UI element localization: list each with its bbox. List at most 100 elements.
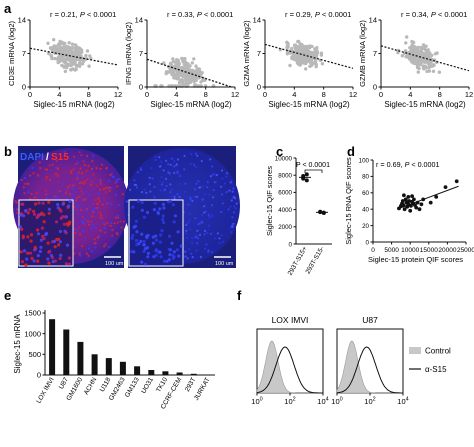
data-point: [84, 53, 88, 58]
category-label: TK10: [155, 376, 169, 393]
data-point: [318, 209, 323, 214]
y-tick-label: 1000: [24, 329, 41, 338]
cell-dot: [167, 258, 171, 262]
cell-dot: [78, 186, 82, 190]
data-point: [181, 65, 186, 70]
cell-dot: [18, 225, 22, 229]
cell-dot: [22, 249, 27, 253]
data-point: [77, 61, 82, 65]
cell-dot: [47, 200, 51, 204]
y-axis-label: Siglec-15 RNA QIF scores: [344, 157, 353, 245]
cell-dot: [115, 232, 118, 235]
data-point: [308, 51, 312, 55]
cell-dot: [154, 248, 158, 252]
bar: [91, 354, 98, 375]
cell-dot: [25, 257, 29, 261]
cell-dot: [46, 241, 50, 245]
data-point: [407, 199, 411, 203]
cell-dot: [194, 217, 197, 220]
cell-dot: [55, 159, 58, 163]
tick-exponent: 2: [373, 397, 376, 403]
cell-dot: [143, 262, 147, 266]
data-point: [74, 48, 78, 52]
data-point: [171, 57, 175, 61]
data-point: [170, 72, 174, 77]
cell-dot: [29, 233, 34, 237]
cell-dot: [162, 189, 165, 192]
annotation-threshold: < 0.0001: [85, 10, 117, 19]
y-tick-label: 100: [359, 157, 370, 164]
cell-dot: [142, 239, 146, 243]
scatter-ifng: 0 4 8 12 0 7 14 Siglec-15 mRNA (log2) IFNG mRNA …: [124, 10, 239, 109]
x-tick-label: 8: [87, 90, 91, 99]
cell-dot: [78, 151, 81, 154]
cell-dot: [59, 253, 63, 257]
cell-dot: [26, 251, 30, 255]
data-point: [437, 70, 442, 74]
cell-dot: [207, 213, 210, 216]
cell-dot: [116, 180, 119, 183]
data-point: [294, 49, 299, 54]
cell-dot: [198, 186, 202, 189]
cell-dot: [69, 171, 72, 175]
cell-dot: [179, 244, 183, 248]
cell-dot: [190, 252, 193, 255]
cell-dot: [165, 177, 168, 180]
cell-dot: [81, 192, 84, 195]
cell-dot: [114, 181, 117, 184]
bar: [190, 373, 197, 375]
panel-label-e: e: [4, 288, 11, 303]
alpha-s15-histogram: [256, 346, 323, 394]
cell-dot: [212, 196, 215, 199]
cell-dot: [39, 167, 42, 170]
cell-dot: [204, 210, 207, 213]
cell-dot: [199, 255, 202, 259]
cell-dot: [191, 199, 194, 203]
cell-dot: [56, 196, 59, 199]
cell-dot: [77, 226, 80, 229]
y-tick-label: 60: [362, 190, 369, 197]
cell-dot: [36, 259, 40, 263]
data-point: [301, 58, 305, 63]
cell-dot: [218, 237, 221, 240]
data-point: [57, 50, 62, 54]
data-point: [424, 51, 428, 55]
cell-dot: [104, 243, 107, 246]
cell-dot: [142, 215, 146, 219]
cell-dot: [231, 216, 234, 219]
data-point: [421, 66, 426, 71]
cell-dot: [110, 203, 113, 206]
data-point: [408, 208, 413, 213]
cell-dot: [168, 253, 172, 257]
data-point: [304, 50, 309, 54]
data-point: [430, 53, 434, 57]
trend-line: [264, 43, 354, 69]
cell-dot: [37, 213, 41, 217]
cell-dot: [45, 175, 48, 178]
cell-dot: [86, 209, 89, 212]
cell-dot: [46, 257, 50, 261]
annotation-r: r = 0.34,: [401, 10, 431, 19]
data-point: [402, 193, 406, 198]
data-point: [412, 197, 416, 202]
x-tick-label: 8: [438, 90, 442, 99]
cell-dot: [235, 202, 238, 205]
cell-dot: [136, 171, 139, 174]
data-point: [423, 64, 428, 68]
panel-label-d: d: [347, 144, 355, 159]
data-point: [162, 61, 166, 65]
cell-dot: [72, 168, 75, 171]
cell-dot: [162, 169, 165, 172]
cell-dot: [74, 227, 77, 231]
cell-dot: [119, 220, 122, 223]
cell-dot: [190, 241, 194, 244]
data-point: [428, 61, 432, 66]
data-point: [171, 60, 175, 64]
histogram-title: U87: [362, 315, 378, 325]
cell-dot: [146, 251, 150, 255]
cell-dot: [167, 234, 172, 238]
data-point: [309, 61, 313, 65]
cell-dot: [58, 240, 63, 244]
cell-dot: [32, 259, 36, 263]
